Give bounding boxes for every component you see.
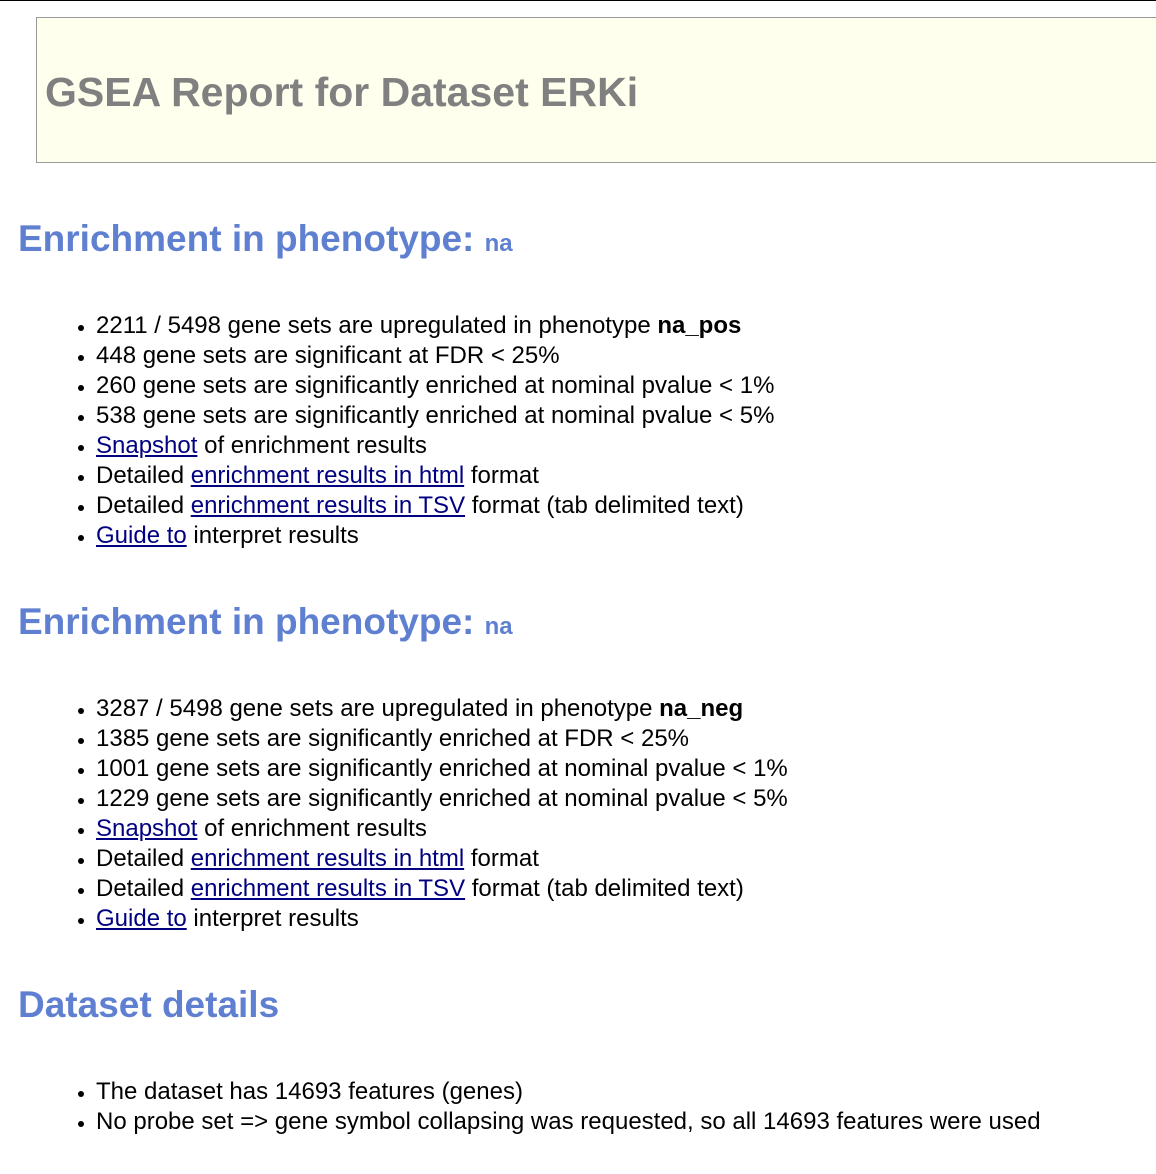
list-item: Detailed enrichment results in TSV forma… bbox=[96, 491, 774, 521]
section-heading-pos: Enrichment in phenotype: na bbox=[18, 217, 513, 266]
section-heading-text: Enrichment in phenotype: bbox=[18, 218, 485, 259]
section-heading-neg: Enrichment in phenotype: na bbox=[18, 600, 513, 649]
enrichment-html-link[interactable]: enrichment results in html bbox=[190, 462, 465, 489]
list-item: The dataset has 14693 features (genes) bbox=[96, 1077, 1041, 1107]
list-item: 260 gene sets are significantly enriched… bbox=[96, 371, 774, 401]
list-item: 448 gene sets are significant at FDR < 2… bbox=[96, 341, 774, 371]
list-item: 1229 gene sets are significantly enriche… bbox=[96, 784, 788, 814]
phenotype-label: na_neg bbox=[659, 695, 744, 722]
list-item: Guide to interpret results bbox=[96, 521, 774, 551]
phenotype-label: na_pos bbox=[657, 312, 742, 339]
dataset-details-heading: Dataset details bbox=[18, 984, 280, 1025]
enrichment-list-neg: 3287 / 5498 gene sets are upregulated in… bbox=[0, 694, 788, 934]
list-item: Guide to interpret results bbox=[96, 904, 788, 934]
list-item: 3287 / 5498 gene sets are upregulated in… bbox=[96, 694, 788, 724]
report-title: GSEA Report for Dataset ERKi bbox=[45, 69, 639, 115]
enrichment-tsv-link[interactable]: enrichment results in TSV bbox=[190, 492, 466, 519]
enrichment-html-link[interactable]: enrichment results in html bbox=[190, 845, 465, 872]
enrichment-list-pos: 2211 / 5498 gene sets are upregulated in… bbox=[0, 311, 774, 551]
list-item: Detailed enrichment results in html form… bbox=[96, 461, 774, 491]
section-heading-text: Enrichment in phenotype: bbox=[18, 601, 485, 642]
list-item: Detailed enrichment results in TSV forma… bbox=[96, 874, 788, 904]
dataset-details-list: The dataset has 14693 features (genes) N… bbox=[0, 1077, 1041, 1137]
list-item: No probe set => gene symbol collapsing w… bbox=[96, 1107, 1041, 1137]
list-item: 538 gene sets are significantly enriched… bbox=[96, 401, 774, 431]
phenotype-name: na bbox=[484, 230, 513, 257]
snapshot-link[interactable]: Snapshot bbox=[96, 432, 198, 459]
snapshot-link[interactable]: Snapshot bbox=[96, 815, 198, 842]
list-item: Detailed enrichment results in html form… bbox=[96, 844, 788, 874]
report-title-box: GSEA Report for Dataset ERKi bbox=[36, 17, 1156, 163]
list-item: Snapshot of enrichment results bbox=[96, 814, 788, 844]
list-item: Snapshot of enrichment results bbox=[96, 431, 774, 461]
enrichment-tsv-link[interactable]: enrichment results in TSV bbox=[190, 875, 466, 902]
phenotype-name: na bbox=[484, 613, 513, 640]
list-item: 2211 / 5498 gene sets are upregulated in… bbox=[96, 311, 774, 341]
list-item: 1001 gene sets are significantly enriche… bbox=[96, 754, 788, 784]
guide-link[interactable]: Guide to bbox=[96, 905, 187, 932]
guide-link[interactable]: Guide to bbox=[96, 522, 187, 549]
list-item: 1385 gene sets are significantly enriche… bbox=[96, 724, 788, 754]
